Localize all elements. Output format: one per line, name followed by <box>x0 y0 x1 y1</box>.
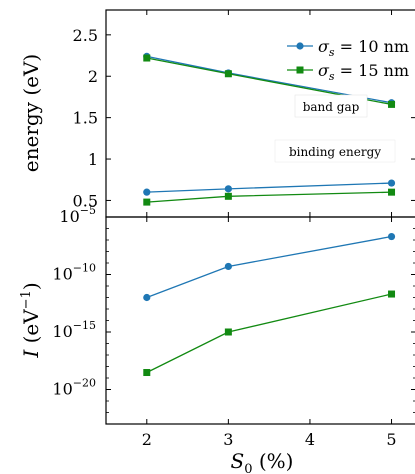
data-point-square <box>388 100 396 108</box>
bottom-y-tick-label: 10−5 <box>59 204 96 226</box>
top-y-tick-label: 2.5 <box>73 26 98 45</box>
svg-text:σs = 15 nm: σs = 15 nm <box>318 61 409 83</box>
band-gap-annotation: band gap <box>294 94 368 118</box>
x-tick-label: 3 <box>223 430 233 449</box>
top-y-tick-label: 1 <box>88 150 98 169</box>
binding-energy-annotation: binding energy <box>274 139 396 163</box>
top-y-axis-label: energy (eV) <box>19 54 43 172</box>
series-binding-energy-sigma-15 <box>143 188 396 206</box>
x-axis-label: S0 (%) <box>231 449 294 474</box>
data-point-square <box>143 198 151 206</box>
legend-1-sigma: σ <box>318 37 330 56</box>
legend: σs = 10 nm σs = 15 nm <box>280 29 415 83</box>
legend-entry-2: σs = 15 nm <box>287 61 409 83</box>
series-line <box>146 293 392 374</box>
bottom-y-label-close: ) <box>19 282 43 290</box>
legend-entry-1: σs = 10 nm <box>287 37 409 59</box>
legend-1-sub: s <box>329 46 335 59</box>
data-point-square <box>143 54 151 62</box>
top-y-tick-label: 2 <box>88 67 98 86</box>
series-line <box>146 182 392 193</box>
bottom-y-label-I: I <box>19 349 43 359</box>
legend-2-sigma: σ <box>318 61 330 80</box>
data-point-square <box>224 192 232 200</box>
bottom-y-tick-label: 10−10 <box>52 262 96 284</box>
x-tick-label: 5 <box>386 430 396 449</box>
x-tick-label: 4 <box>305 430 315 449</box>
data-point-circle <box>143 188 151 196</box>
data-point-square <box>388 290 396 298</box>
legend-marker-square <box>296 66 304 74</box>
series-line <box>146 191 392 203</box>
data-point-circle <box>224 262 232 271</box>
top-y-tick-label: 1.5 <box>73 109 98 128</box>
legend-2-sub: s <box>329 70 335 83</box>
data-point-square <box>388 188 396 196</box>
data-point-circle <box>143 293 151 302</box>
binding-energy-label: binding energy <box>289 145 381 159</box>
x-label-sub: 0 <box>244 462 252 474</box>
bottom-y-label-unit: (eV <box>19 309 43 350</box>
data-point-square <box>224 70 232 78</box>
x-tick-label: 2 <box>142 430 152 449</box>
data-point-circle <box>387 232 396 241</box>
data-point-circle <box>224 185 232 193</box>
legend-marker-circle <box>296 42 304 50</box>
top-y-tick-label: 0.5 <box>73 191 98 210</box>
series-sigma-15 <box>143 290 396 377</box>
bottom-y-tick-label: 10−15 <box>52 319 96 341</box>
series-sigma-10 <box>143 232 396 302</box>
series-binding-energy-sigma-10 <box>143 179 396 196</box>
svg-text:σs = 10 nm: σs = 10 nm <box>318 37 409 59</box>
bottom-y-axis-label: I (eV−1) <box>19 282 43 358</box>
legend-2-rest: = 15 nm <box>335 61 410 80</box>
x-label-S: S <box>231 449 245 473</box>
bottom-y-label-exp: −1 <box>19 290 34 309</box>
series-band-gap-sigma-15 <box>143 54 396 108</box>
data-point-circle <box>387 179 396 187</box>
data-point-square <box>143 369 151 377</box>
data-point-square <box>224 328 232 336</box>
legend-1-rest: = 10 nm <box>335 37 410 56</box>
series-line <box>146 235 392 299</box>
band-gap-label: band gap <box>303 100 360 114</box>
bottom-panel-frame <box>105 216 415 425</box>
x-label-rest: (%) <box>253 449 294 473</box>
bottom-y-tick-label: 10−20 <box>52 377 96 399</box>
